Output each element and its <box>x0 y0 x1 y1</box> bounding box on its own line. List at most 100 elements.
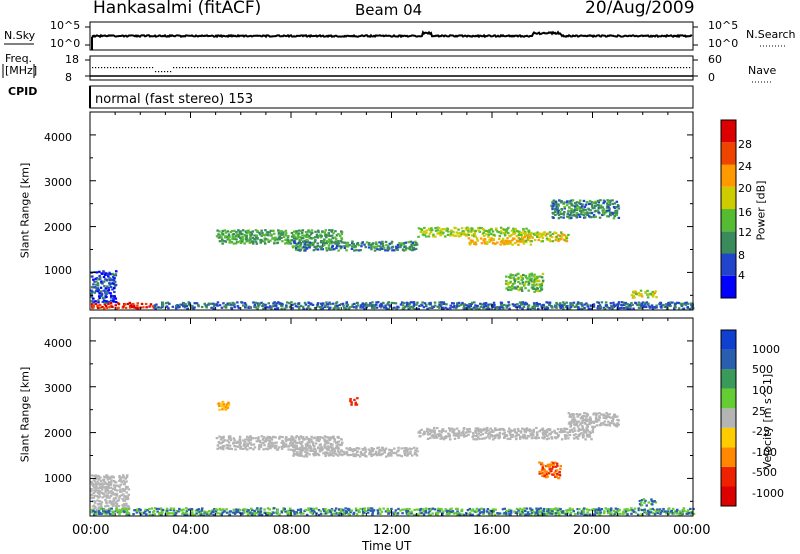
velocity-cell <box>97 489 100 493</box>
power-cell <box>603 307 607 310</box>
velocity-cell <box>389 453 393 456</box>
power-cell <box>488 229 491 232</box>
power-cell <box>221 238 224 241</box>
power-cell <box>554 232 558 235</box>
power-cell <box>340 241 344 244</box>
velocity-cell <box>598 513 602 516</box>
freq-dot <box>374 67 376 69</box>
power-cell <box>444 235 447 238</box>
power-y-tick: 1000 <box>44 264 72 277</box>
velocity-cell <box>258 444 261 447</box>
power-cell <box>325 247 328 250</box>
velocity-cell <box>414 452 418 455</box>
power-cell <box>294 245 297 248</box>
velocity-cell <box>363 446 367 449</box>
power-cell <box>470 307 473 310</box>
velocity-cell <box>392 451 395 454</box>
freq-dot <box>557 67 559 69</box>
power-cell <box>97 299 100 302</box>
power-cell <box>516 278 520 281</box>
power-cell <box>655 306 658 309</box>
power-cell <box>171 305 175 308</box>
velocity-cell <box>621 512 625 515</box>
velocity-cell <box>574 424 577 427</box>
velocity-cell <box>122 503 126 506</box>
power-cell <box>498 237 501 240</box>
power-cell <box>562 216 565 219</box>
velocity-cell <box>268 439 271 442</box>
velocity-cell <box>586 425 589 428</box>
velocity-cell <box>222 444 226 448</box>
freq-dot <box>344 67 346 69</box>
power-cell <box>554 210 557 213</box>
power-cell <box>586 303 589 306</box>
power-cell <box>229 303 232 306</box>
velocity-cell <box>355 513 359 516</box>
velocity-cell <box>196 510 199 513</box>
velocity-cell <box>313 436 317 439</box>
power-cell <box>449 234 452 237</box>
power-cell <box>452 302 455 305</box>
power-cell <box>598 205 602 208</box>
velocity-cell <box>535 437 538 440</box>
velocity-colorbar-tick: 500 <box>752 363 773 376</box>
velocity-cell <box>577 429 580 433</box>
velocity-cell <box>329 509 332 512</box>
velocity-cell <box>396 454 399 457</box>
velocity-cell <box>436 513 439 516</box>
power-cell <box>329 303 332 306</box>
power-cell <box>232 242 236 245</box>
velocity-cell <box>509 513 512 516</box>
power-cell <box>509 280 512 283</box>
power-cell <box>304 249 307 252</box>
velocity-cell <box>548 463 551 466</box>
power-cell <box>682 307 686 310</box>
velocity-cell <box>221 446 225 449</box>
power-cell <box>499 240 503 243</box>
velocity-cell <box>432 429 435 432</box>
power-cell <box>662 303 665 307</box>
power-cell <box>609 199 612 202</box>
velocity-cell <box>298 453 301 456</box>
power-cell <box>640 295 644 298</box>
velocity-cell <box>419 507 423 511</box>
power-cell <box>552 216 555 219</box>
velocity-cell <box>118 495 122 498</box>
freq-dot <box>116 67 118 69</box>
power-cell <box>285 242 288 245</box>
velocity-cell <box>474 435 477 438</box>
velocity-cell <box>330 508 334 511</box>
velocity-cell <box>476 513 479 516</box>
power-cell <box>469 239 473 242</box>
velocity-cell <box>244 447 247 450</box>
velocity-cell <box>579 417 583 420</box>
velocity-cell <box>633 507 637 510</box>
power-cell <box>231 235 234 238</box>
power-cell <box>541 236 545 240</box>
velocity-cell <box>553 436 557 439</box>
power-cell <box>523 283 527 286</box>
power-cell <box>569 304 572 307</box>
power-cell <box>529 279 533 282</box>
velocity-cell <box>264 440 267 443</box>
power-cell <box>161 303 165 306</box>
freq-dot <box>143 67 145 69</box>
velocity-cell <box>124 497 127 500</box>
power-cell <box>104 273 107 276</box>
power-cell <box>105 292 108 295</box>
power-cell <box>394 302 398 305</box>
velocity-cell <box>255 508 258 511</box>
velocity-cell <box>568 415 571 418</box>
power-cell <box>551 232 555 236</box>
power-cell <box>687 302 690 305</box>
velocity-cell <box>98 483 101 486</box>
velocity-cell <box>238 438 242 441</box>
power-cell <box>239 230 242 233</box>
velocity-cell <box>629 509 632 512</box>
velocity-cell <box>511 429 514 432</box>
power-cell <box>465 229 468 232</box>
velocity-cell <box>100 512 104 515</box>
power-cell <box>407 305 410 308</box>
power-cell <box>386 249 390 252</box>
power-cell <box>457 301 461 304</box>
